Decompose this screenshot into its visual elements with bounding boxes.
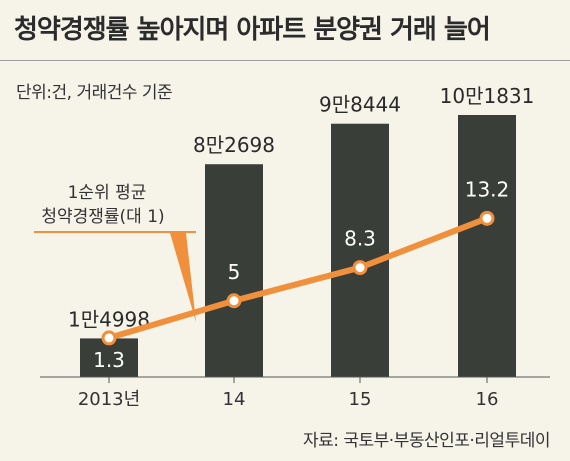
bar-2 <box>331 123 389 377</box>
bar-value-label-1: 8만2698 <box>193 133 275 157</box>
bar-3 <box>458 115 516 377</box>
line-series <box>106 215 490 341</box>
legend-line-1: 1순위 평균 <box>68 183 147 203</box>
line-value-label-3: 13.2 <box>465 177 510 201</box>
x-tick-label-2: 15 <box>349 389 372 410</box>
bar-value-label-2: 9만8444 <box>319 93 401 117</box>
line-point-1 <box>226 293 242 309</box>
x-tick-label-3: 16 <box>476 389 499 410</box>
line-point-3 <box>479 210 495 226</box>
bar-1 <box>205 164 263 377</box>
source-note: 자료: 국토부·부동산인포·리얼투데이 <box>302 431 551 451</box>
line-value-label-1: 5 <box>228 260 241 284</box>
title-divider <box>0 60 570 61</box>
chart-title: 청약경쟁률 높아지며 아파트 분양권 거래 늘어 <box>14 15 491 45</box>
line-value-label-2: 8.3 <box>344 227 376 251</box>
legend-pointer <box>170 233 196 322</box>
line-point-0 <box>101 330 117 346</box>
unit-note: 단위:건, 거래건수 기준 <box>16 83 173 103</box>
legend-line-2: 청약경쟁률(대 1) <box>41 207 164 227</box>
line-point-2 <box>352 260 368 276</box>
x-tick-label-0: 2013년 <box>78 389 140 410</box>
bar-value-label-3: 10만1831 <box>440 84 535 108</box>
x-tick-label-1: 14 <box>223 389 246 410</box>
line-value-label-0: 1.3 <box>93 348 125 372</box>
